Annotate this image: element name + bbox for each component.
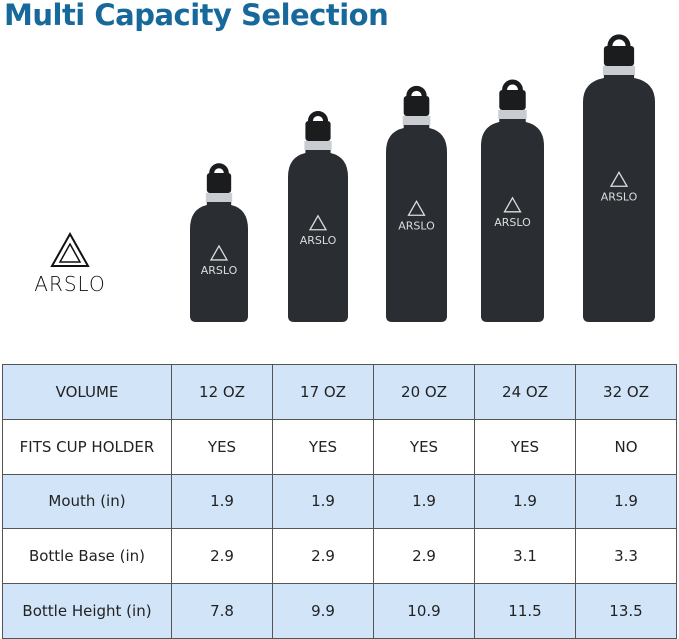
table-cell: 11.5	[474, 583, 576, 639]
table-cell: 24 OZ	[474, 364, 576, 420]
table-cell: 9.9	[272, 583, 374, 639]
table-cell: 2.9	[272, 528, 374, 585]
triangle-logo-icon	[50, 231, 90, 267]
table-cell: 12 OZ	[171, 364, 273, 420]
bottle: ARSLO	[386, 85, 447, 322]
table-cell: 1.9	[474, 473, 576, 530]
table-cell: 2.9	[373, 528, 475, 585]
table-row: Mouth (in) 1.9 1.9 1.9 1.9 1.9	[2, 473, 677, 530]
table-cell: 2.9	[171, 528, 273, 585]
row-label: Bottle Base (in)	[2, 528, 172, 585]
row-label: Mouth (in)	[2, 473, 172, 530]
table-cell: 3.1	[474, 528, 576, 585]
table-cell: YES	[171, 418, 273, 475]
bottle-brand-label: ARSLO	[494, 216, 531, 229]
table-cell: 10.9	[373, 583, 475, 639]
table-cell: 1.9	[575, 473, 677, 530]
table-cell: NO	[575, 418, 677, 475]
table-row: Bottle Height (in) 7.8 9.9 10.9 11.5 13.5	[2, 583, 677, 639]
table-cell: 17 OZ	[272, 364, 374, 420]
table-cell: 13.5	[575, 583, 677, 639]
table-cell: 1.9	[373, 473, 475, 530]
table-cell: YES	[474, 418, 576, 475]
table-cell: 1.9	[171, 473, 273, 530]
table-row: FITS CUP HOLDER YES YES YES YES NO	[2, 418, 677, 475]
table-row: Bottle Base (in) 2.9 2.9 2.9 3.1 3.3	[2, 528, 677, 585]
row-label: Bottle Height (in)	[2, 583, 172, 639]
page-title: Multi Capacity Selection	[4, 0, 389, 32]
capacity-table: VOLUME 12 OZ 17 OZ 20 OZ 24 OZ 32 OZ FITS CUP …	[2, 364, 677, 639]
bottle-brand-label: ARSLO	[201, 264, 238, 277]
bottle-brand-label: ARSLO	[300, 234, 337, 247]
bottle-brand-label: ARSLO	[398, 219, 435, 232]
bottle-brand-label: ARSLO	[601, 190, 638, 203]
table-cell: 7.8	[171, 583, 273, 639]
bottles-illustration: ARSLO ARSLO ARSLO ARSLO ARSLO	[190, 34, 655, 322]
row-label: FITS CUP HOLDER	[2, 418, 172, 475]
bottle: ARSLO	[583, 34, 655, 322]
brand-logo: ARSLO	[28, 231, 112, 296]
table-cell: YES	[272, 418, 374, 475]
table-row: VOLUME 12 OZ 17 OZ 20 OZ 24 OZ 32 OZ	[2, 364, 677, 420]
bottle: ARSLO	[481, 79, 544, 322]
table-cell: 3.3	[575, 528, 677, 585]
table-cell: 1.9	[272, 473, 374, 530]
brand-name: ARSLO	[34, 272, 106, 296]
table-cell: YES	[373, 418, 475, 475]
bottle: ARSLO	[190, 163, 248, 322]
table-cell: 20 OZ	[373, 364, 475, 420]
table-cell: 32 OZ	[575, 364, 677, 420]
bottle: ARSLO	[288, 110, 348, 322]
row-label: VOLUME	[2, 364, 172, 420]
